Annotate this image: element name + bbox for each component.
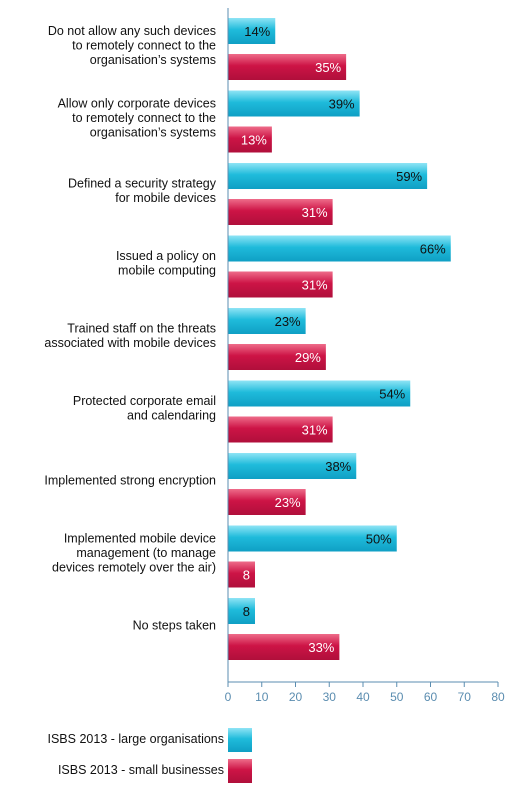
bar-large-organisations [228,18,276,44]
legend-label: ISBS 2013 - large organisations [47,732,225,746]
x-tick-label: 70 [458,690,472,704]
bar-value-label: 35% [315,60,341,75]
legend-swatch-blue [228,728,252,752]
bar-small-businesses [228,344,326,370]
x-tick-label: 20 [289,690,303,704]
bar-value-label: 38% [325,459,351,474]
category-label: Implemented mobile device management (to … [52,532,216,575]
category-label: No steps taken [133,619,216,633]
bar-large-organisations [228,90,360,117]
category-label: Trained staff on the threats associated w… [44,321,216,350]
x-tick-label: 60 [424,690,438,704]
category-label: Defined a security strategy for mobile de… [68,176,217,205]
bar-small-businesses [228,634,340,660]
bar-value-label: 29% [295,350,321,365]
x-tick-label: 40 [356,690,370,704]
bar-value-label: 8 [243,568,250,583]
legend-item-large-organisations: ISBS 2013 - large organisations [0,728,260,754]
category-label: Implemented strong encryption [44,474,216,488]
bar-value-label: 54% [379,387,405,402]
bar-value-label: 66% [420,242,446,257]
category-label: Do not allow any such devices to remotely… [48,24,216,67]
legend-label: ISBS 2013 - small businesses [57,763,224,777]
x-tick-label: 30 [323,690,337,704]
bars-group [228,18,451,660]
x-tick-label: 50 [390,690,404,704]
bar-small-businesses [228,489,306,515]
bar-value-label: 50% [366,532,392,547]
bar-small-businesses [228,271,333,298]
bar-value-label: 23% [275,495,301,510]
x-axis: 0 10 20 30 40 50 60 70 80 [225,8,505,704]
bar-large-organisations [228,598,255,624]
bar-value-label: 33% [308,640,334,655]
category-labels-group: Do not allow any such devices to remotely… [44,24,216,633]
bar-value-label: 31% [302,423,328,438]
bar-small-businesses [228,416,333,443]
bar-large-organisations [228,163,428,189]
legend-item-small-businesses: ISBS 2013 - small businesses [0,759,260,785]
x-tick-label: 80 [491,690,505,704]
x-tick-label: 10 [255,690,269,704]
bar-value-label: 39% [329,97,355,112]
category-label: Protected corporate email and calendaring [73,394,216,423]
bar-value-label: 8 [243,604,250,619]
category-label: Issued a policy on mobile computing [116,249,216,278]
x-tick-label: 0 [225,690,232,704]
bar-small-businesses [228,126,272,153]
bar-value-label: 14% [244,24,270,39]
bar-small-businesses [228,561,255,588]
bar-large-organisations [228,308,306,334]
bar-large-organisations [228,235,451,262]
bar-small-businesses [228,199,333,225]
bar-value-label: 13% [241,133,267,148]
bar-large-organisations [228,453,357,479]
legend-swatch-red [228,759,252,783]
bar-labels-group: 14% 35% 39% 13% 59% 31% 66% 31% 23% 29% 54% 31% 38% 2… [241,24,446,655]
category-label: Allow only corporate devices to remotely … [58,97,216,140]
bar-large-organisations [228,525,397,552]
bar-value-label: 31% [302,278,328,293]
bar-value-label: 59% [396,169,422,184]
bar-large-organisations [228,380,411,407]
bar-value-label: 23% [275,314,301,329]
bar-small-businesses [228,54,347,80]
bar-value-label: 31% [302,205,328,220]
